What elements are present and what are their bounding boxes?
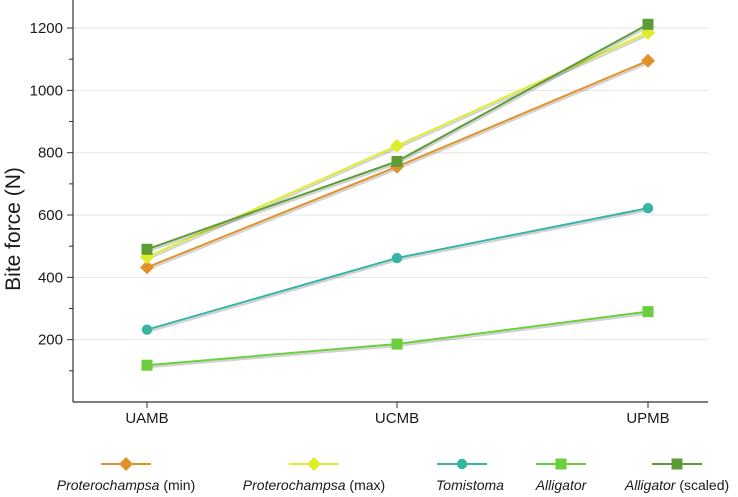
y-tick-label-1000: 1000 [30,82,63,99]
y-tick-label-800: 800 [38,145,63,162]
point-tomistoma-ucmb [391,252,403,264]
legend-label-tomistoma: Tomistoma [436,477,504,493]
point-alligator-scaled-uamb [141,243,153,255]
point-proterochampsa-max-upmb [641,25,655,40]
point-proterochampsa-min-upmb [641,53,655,68]
point-alligator-scaled-ucmb [391,155,403,167]
x-ticks: UAMB UCMB UPMB [125,402,670,427]
point-alligator-uamb [141,359,153,371]
legend-item-alligator: Alligator [535,458,588,493]
x-tick-label-uamb: UAMB [125,410,168,427]
legend-marker-alligator [555,458,567,470]
y-ticks: 200 400 600 800 1000 1200 [30,20,73,372]
legend-item-alligator-scaled: Alligator (scaled) [624,458,729,493]
legend-label-proterochampsa-min: Proterochampsa (min) [57,477,196,493]
point-alligator-scaled-upmb [642,18,654,30]
series-tomistoma [141,202,654,335]
legend-label-alligator: Alligator [535,477,588,493]
point-proterochampsa-min-uamb [140,260,154,275]
series-alligator-scaled [141,18,654,255]
legend-label-proterochampsa-max: Proterochampsa (max) [243,477,385,493]
legend-item-proterochampsa-min: Proterochampsa (min) [57,457,196,493]
point-tomistoma-upmb [642,202,654,214]
series-alligator [141,306,654,371]
point-alligator-upmb [642,306,654,318]
x-tick-label-ucmb: UCMB [375,410,419,427]
point-alligator-ucmb [391,338,403,350]
legend-label-alligator-scaled: Alligator (scaled) [624,477,729,493]
y-axis-label: Bite force (N) [2,167,25,291]
point-tomistoma-uamb [141,324,153,335]
series-group [140,18,655,371]
legend-item-proterochampsa-max: Proterochampsa (max) [243,457,385,493]
point-proterochampsa-max-ucmb [390,138,404,153]
y-tick-label-400: 400 [38,269,63,286]
legend-marker-alligator-scaled [671,458,683,470]
x-tick-label-upmb: UPMB [626,410,669,427]
legend: Proterochampsa (min) Proterochampsa (max)… [57,457,729,493]
axes [72,0,708,403]
plot-background [73,0,708,402]
legend-marker-proterochampsa-max [307,457,321,471]
legend-marker-proterochampsa-min [119,457,133,471]
legend-item-tomistoma: Tomistoma [436,458,504,493]
grid-lines [73,0,708,402]
y-tick-label-1200: 1200 [30,20,63,37]
y-tick-label-600: 600 [38,207,63,224]
y-tick-label-200: 200 [38,332,63,349]
legend-marker-tomistoma [456,458,468,470]
